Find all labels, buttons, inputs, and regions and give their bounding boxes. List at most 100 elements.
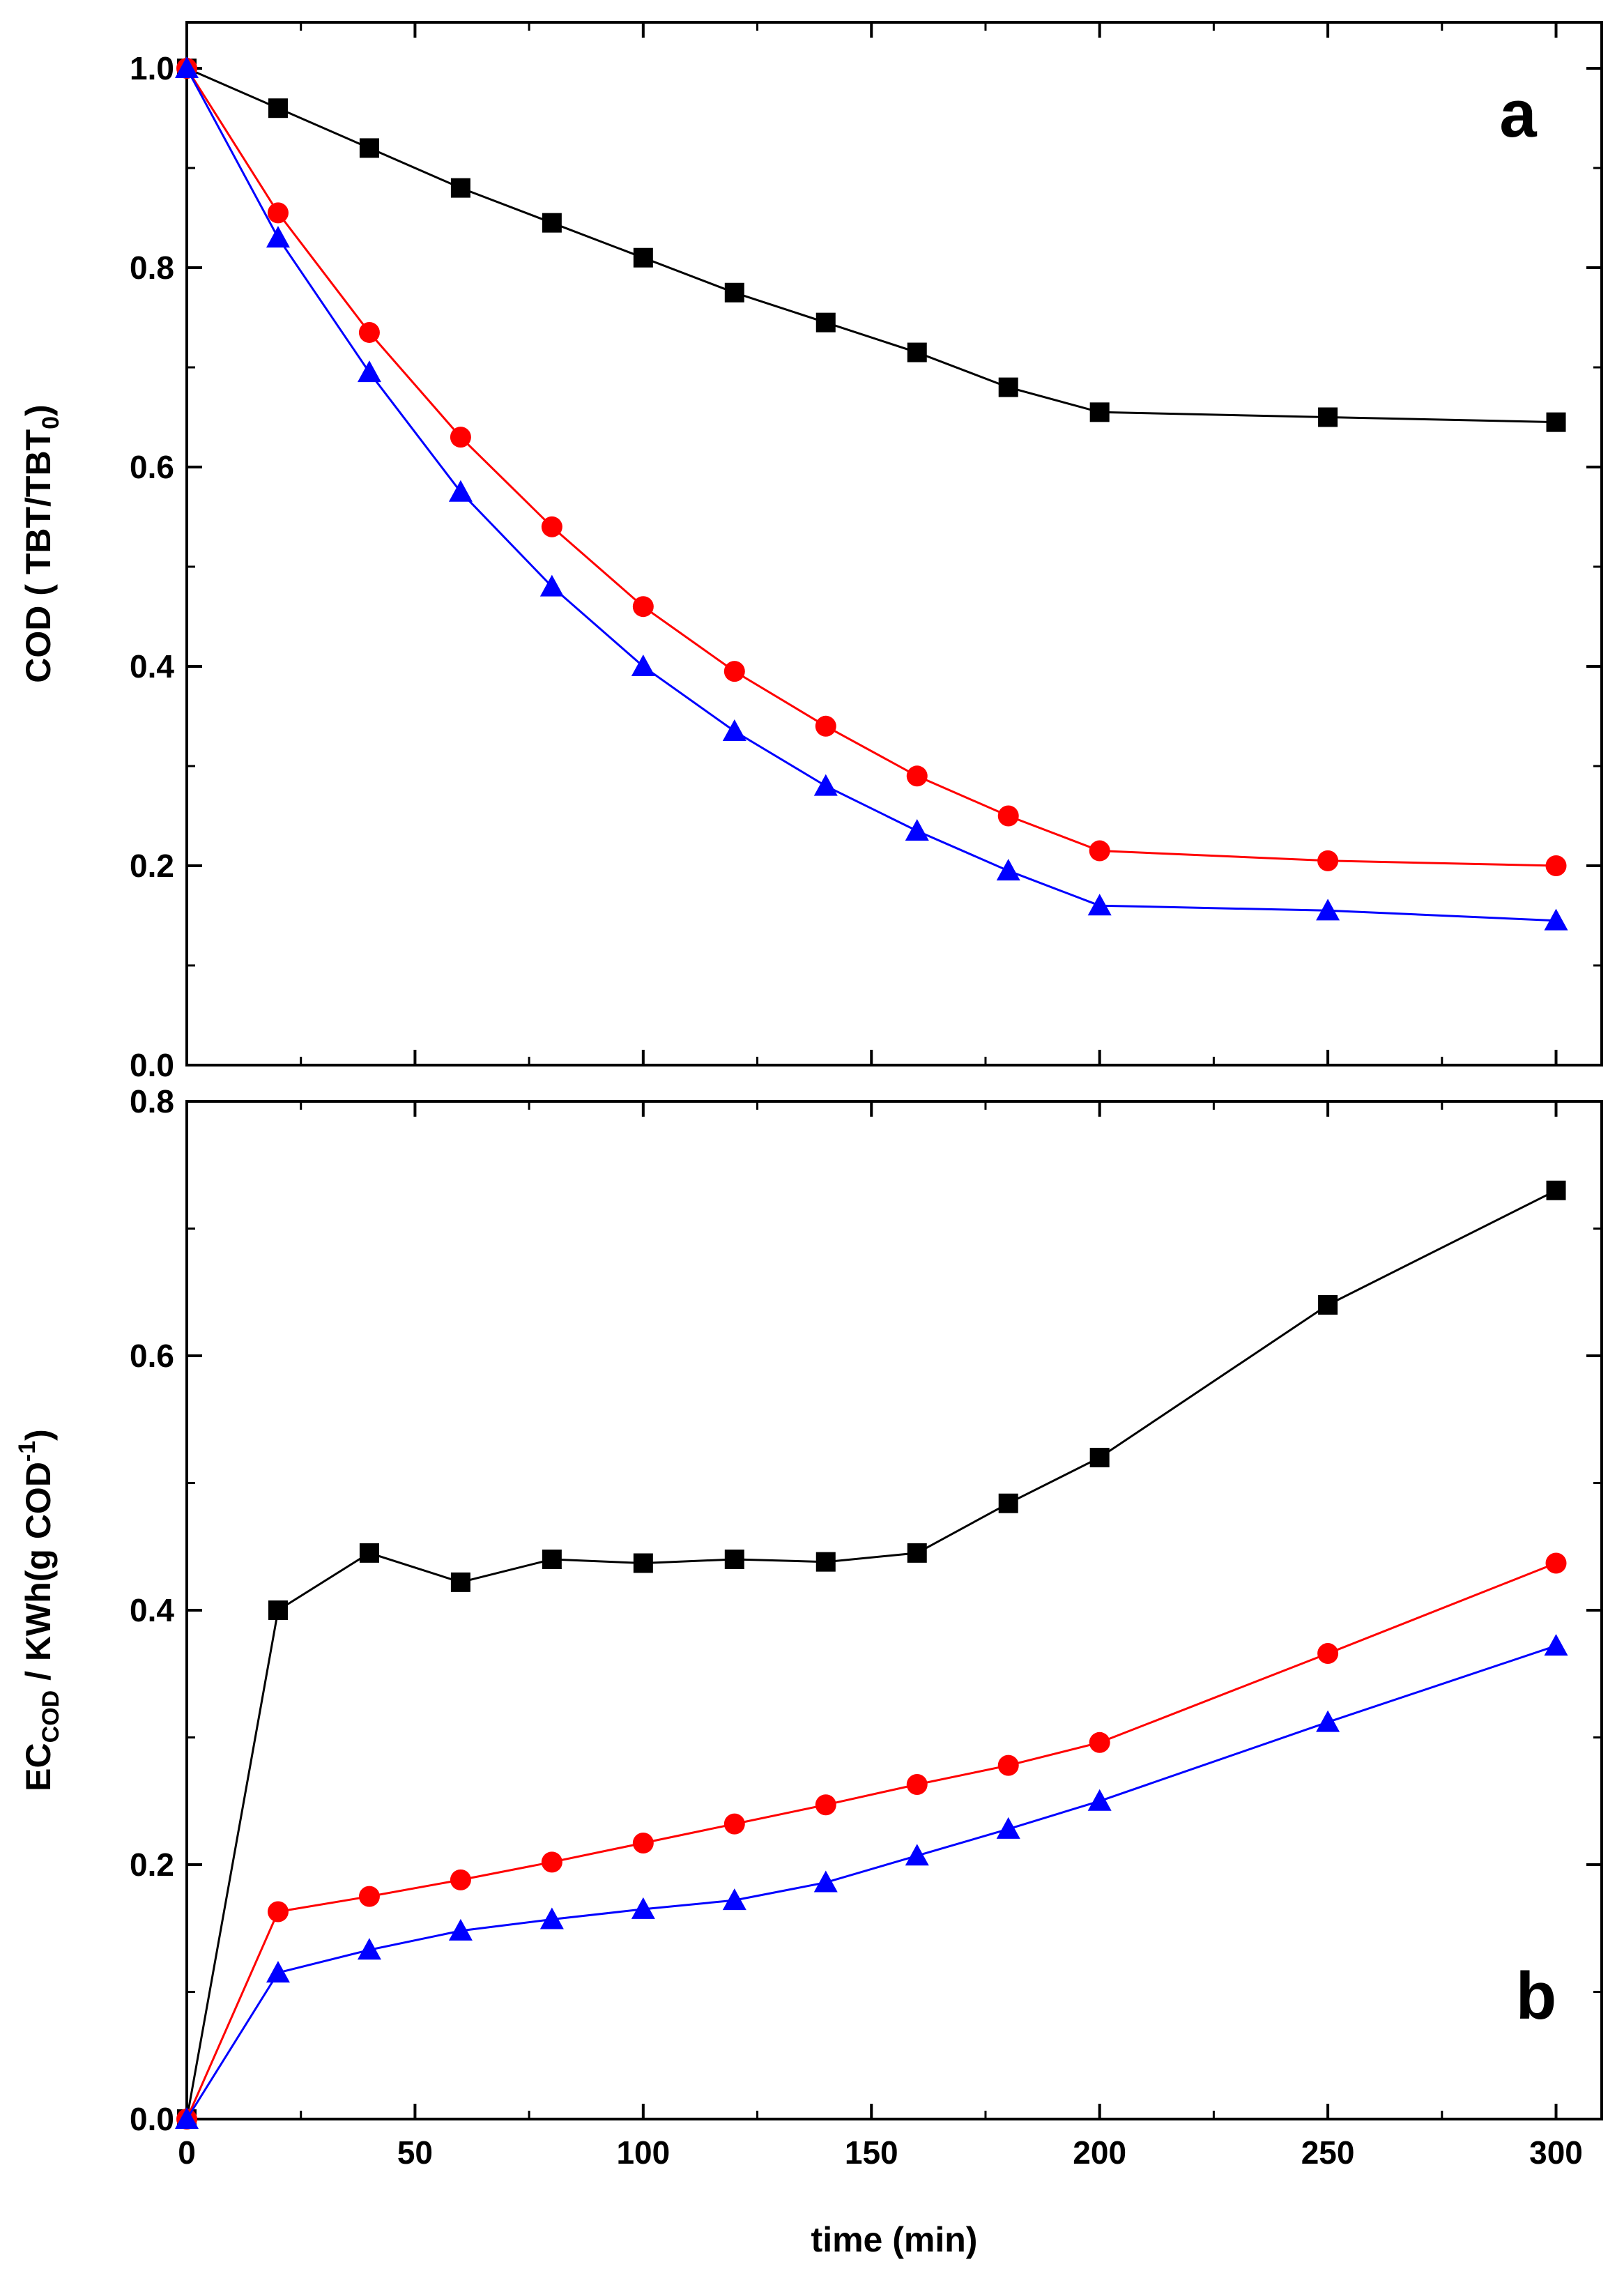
data-point-triangle — [1544, 908, 1568, 931]
data-point-triangle — [175, 56, 199, 78]
data-point-square — [1089, 1448, 1110, 1467]
data-point-circle — [997, 1755, 1019, 1776]
panel-a-ylabel-sub: 0 — [38, 416, 64, 429]
panel-a-y-axis-title: COD ( TBT/TBT0) — [19, 404, 64, 682]
panel-b-letter: b — [1516, 1959, 1557, 2033]
panel-b-y-tick-label: 0.6 — [130, 1338, 174, 1374]
data-point-triangle — [539, 1907, 564, 1929]
data-point-triangle — [631, 655, 655, 676]
data-point-circle — [541, 516, 562, 537]
data-point-circle — [1545, 1552, 1567, 1574]
data-point-circle — [1545, 855, 1567, 876]
panel-a-y-tick-label: 0.8 — [130, 250, 174, 286]
data-point-square — [633, 1553, 653, 1573]
x-axis-title: time (min) — [811, 2220, 978, 2259]
data-point-square — [450, 1572, 470, 1592]
data-point-square — [450, 178, 470, 198]
panel-a-series-2 — [175, 56, 1568, 931]
x-tick-label: 300 — [1529, 2134, 1583, 2171]
data-point-triangle — [175, 2107, 199, 2129]
panel-a-y-tick-label: 0.0 — [130, 1047, 174, 1083]
data-point-square — [542, 1550, 562, 1569]
panel-b-y-tick-label: 0.8 — [130, 1083, 174, 1119]
data-point-circle — [358, 321, 380, 343]
x-tick-label: 200 — [1073, 2134, 1126, 2171]
panel-a-frame — [185, 21, 1603, 1067]
panel-a-ylabel-main: COD ( TBT/TBT — [19, 429, 58, 683]
panel-b-ylabel-sup: -1 — [14, 1441, 40, 1462]
data-point-circle — [632, 596, 654, 618]
data-point-circle — [541, 1851, 562, 1873]
data-point-circle — [358, 1886, 380, 1907]
data-point-triangle — [722, 719, 746, 741]
data-point-square — [1546, 412, 1566, 432]
panel-b-y-tick-label: 0.2 — [130, 1847, 174, 1883]
panel-a-axes: 0.0 0.2 0.4 0.6 0.8 1.0 — [130, 22, 1602, 1083]
data-point-triangle — [448, 480, 473, 502]
panel-b-series-2 — [175, 1634, 1568, 2129]
data-point-square — [1318, 1295, 1338, 1315]
panel-b-series-1 — [176, 1552, 1567, 2130]
panel-a: 0.0 0.2 0.4 0.6 0.8 1.0 a COD ( TBT/TBT0) — [19, 21, 1603, 1083]
data-point-square — [268, 98, 288, 119]
data-point-circle — [1089, 840, 1110, 862]
panel-b-ylabel-sub: COD — [38, 1690, 64, 1743]
data-point-triangle — [813, 774, 838, 796]
panel-b-axes: 0 50 100 150 200 250 300 0.0 0.2 0.4 0.6 0.8 — [130, 1083, 1602, 2171]
data-point-triangle — [266, 226, 290, 248]
x-tick-label: 0 — [178, 2134, 196, 2171]
panel-b-y-tick-label: 0.0 — [130, 2101, 174, 2137]
panel-a-series — [175, 56, 1568, 931]
data-point-square — [724, 1550, 744, 1569]
data-point-square — [359, 1543, 379, 1563]
data-point-square — [268, 1600, 288, 1620]
x-tick-label: 150 — [845, 2134, 898, 2171]
data-point-square — [633, 247, 653, 268]
data-point-square — [542, 213, 562, 233]
data-point-triangle — [1316, 899, 1340, 921]
panel-a-y-tick-label: 0.6 — [130, 449, 174, 485]
data-point-triangle — [996, 859, 1020, 881]
data-point-triangle — [357, 360, 381, 383]
data-point-square — [724, 282, 744, 303]
data-point-circle — [815, 715, 836, 737]
panel-b-series — [175, 1180, 1568, 2130]
data-point-triangle — [266, 1961, 290, 1983]
data-point-square — [907, 342, 927, 362]
data-point-triangle — [905, 1844, 929, 1866]
data-point-triangle — [448, 1918, 473, 1941]
data-point-triangle — [996, 1817, 1020, 1839]
x-tick-label: 100 — [616, 2134, 670, 2171]
panel-a-y-tick-label: 0.4 — [130, 648, 174, 685]
panel-b-series-0 — [177, 1180, 1566, 2129]
data-point-triangle — [722, 1888, 746, 1911]
data-point-circle — [997, 805, 1019, 827]
data-point-square — [907, 1543, 927, 1563]
data-point-triangle — [1087, 1789, 1112, 1811]
panel-b: 0 50 100 150 200 250 300 0.0 0.2 0.4 0.6 0.8 b ECCO… — [14, 1083, 1603, 2259]
panel-b-ylabel-end: ) — [19, 1429, 58, 1441]
data-point-square — [998, 377, 1018, 397]
data-point-triangle — [1316, 1710, 1340, 1732]
data-point-circle — [723, 1813, 745, 1835]
data-point-square — [1089, 402, 1110, 422]
data-point-square — [815, 1552, 836, 1572]
data-point-circle — [906, 1774, 928, 1796]
data-point-triangle — [631, 1897, 655, 1919]
data-point-square — [359, 138, 379, 158]
data-point-square — [815, 312, 836, 332]
panel-a-y-tick-label: 1.0 — [130, 50, 174, 86]
panel-b-ylabel-mid: / KWh(g COD — [19, 1462, 58, 1690]
data-point-circle — [906, 765, 928, 787]
x-tick-label: 50 — [397, 2134, 433, 2171]
data-point-circle — [1317, 850, 1339, 871]
x-tick-label: 250 — [1301, 2134, 1355, 2171]
panel-b-y-axis-title: ECCOD / KWh(g COD-1) — [14, 1429, 64, 1791]
data-point-circle — [267, 1901, 289, 1922]
data-point-circle — [1089, 1732, 1110, 1753]
data-point-triangle — [813, 1870, 838, 1893]
data-point-circle — [632, 1832, 654, 1853]
panel-a-letter: a — [1499, 77, 1537, 151]
